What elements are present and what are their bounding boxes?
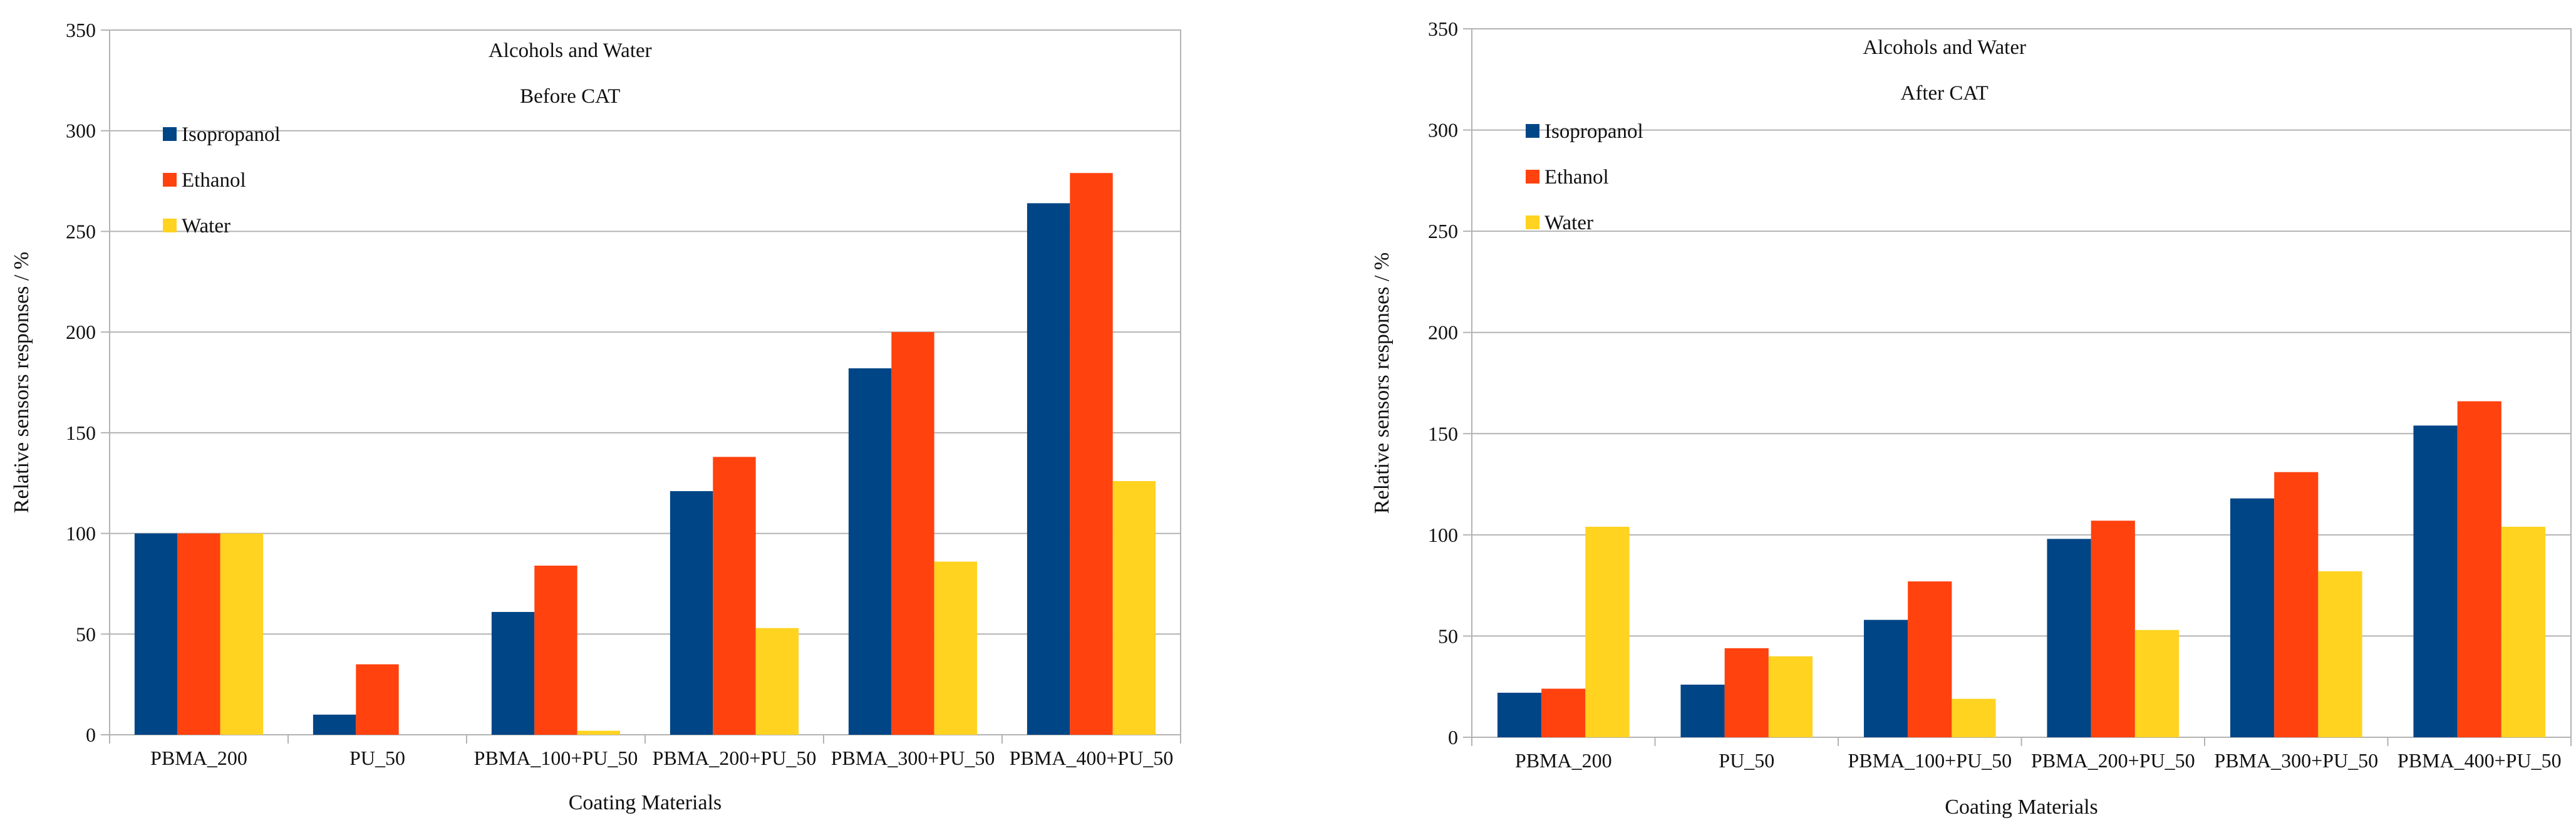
bar-isopropanol-0: [1497, 692, 1542, 737]
bar-water-0: [1585, 526, 1630, 737]
bar-ethanol-3: [2091, 521, 2135, 737]
x-tick-label: PBMA_400+PU_50: [1010, 747, 1174, 769]
x-tick-label: PBMA_100+PU_50: [474, 747, 638, 769]
x-tick-label: PBMA_400+PU_50: [2398, 749, 2562, 772]
bar-ethanol-3: [713, 457, 756, 735]
y-tick-label: 200: [1428, 321, 1458, 344]
bar-water-5: [1112, 481, 1156, 735]
bar-ethanol-0: [177, 533, 220, 735]
y-tick-label: 150: [1428, 422, 1458, 445]
bar-ethanol-2: [534, 566, 577, 735]
y-tick-label: 300: [1428, 119, 1458, 142]
bar-isopropanol-5: [2413, 425, 2458, 737]
bar-water-3: [2134, 630, 2180, 737]
y-tick-label: 50: [1438, 625, 1458, 647]
y-tick-label: 50: [76, 623, 96, 645]
y-tick-label: 350: [66, 19, 96, 41]
y-tick-label: 0: [1448, 726, 1458, 749]
bar-isopropanol-4: [2230, 498, 2275, 737]
y-tick-label: 250: [66, 220, 96, 242]
bar-isopropanol-1: [313, 714, 356, 735]
bar-isopropanol-4: [848, 368, 892, 735]
bar-ethanol-5: [1070, 173, 1113, 735]
x-tick-label: PBMA_300+PU_50: [2214, 749, 2378, 772]
chart-before-cat: 0 50 100 150 200 250 300 350 PBMA_200 PU_50 PBMA_1…: [10, 19, 1181, 814]
legend-swatch-ethanol: [163, 173, 177, 187]
bar-water-1: [1768, 656, 1813, 737]
legend-label-isopropanol: Isopropanol: [1544, 120, 1643, 143]
legend-label-isopropanol: Isopropanol: [182, 123, 281, 146]
bar-water-4: [934, 561, 978, 735]
bar-isopropanol-2: [1863, 620, 1908, 737]
y-tick-label: 150: [66, 422, 96, 444]
chart-subtitle: After CAT: [1901, 82, 1989, 105]
x-axis-label: Coating Materials: [569, 791, 722, 814]
x-tick-label: PU_50: [349, 747, 405, 769]
chart-title: Alcohols and Water: [489, 39, 652, 62]
y-tick-label: 300: [66, 120, 96, 142]
chart-title: Alcohols and Water: [1863, 36, 2026, 59]
x-tick-label: PU_50: [1719, 749, 1774, 772]
bar-isopropanol-3: [670, 491, 713, 735]
bar-isopropanol-0: [134, 533, 178, 735]
bar-ethanol-1: [356, 664, 399, 735]
y-tick-label: 250: [1428, 220, 1458, 242]
legend-label-ethanol: Ethanol: [182, 169, 246, 192]
y-tick-label: 100: [66, 522, 96, 545]
legend-swatch-ethanol: [1526, 170, 1539, 184]
legend-swatch-water: [1526, 215, 1539, 229]
x-axis-label: Coating Materials: [1945, 796, 2098, 819]
x-tick-label: PBMA_300+PU_50: [831, 747, 995, 769]
y-tick-label: 200: [66, 321, 96, 343]
y-tick-label: 0: [86, 723, 96, 746]
bar-water-2: [1952, 698, 1996, 737]
legend-swatch-water: [163, 219, 177, 232]
bar-ethanol-4: [891, 332, 934, 735]
bar-ethanol-4: [2274, 472, 2319, 737]
bar-isopropanol-1: [1680, 684, 1725, 737]
bar-ethanol-0: [1541, 688, 1586, 737]
bar-water-2: [577, 730, 621, 735]
y-axis-label: Relative sensors responses / %: [10, 252, 33, 513]
bar-water-4: [2318, 571, 2362, 737]
chart-after-cat: 0 50 100 150 200 250 300 350 PBMA_200 PU_50 PBMA_1…: [1370, 18, 2572, 819]
x-tick-label: PBMA_200: [1515, 749, 1612, 772]
bar-water-3: [755, 628, 799, 735]
y-tick-label: 100: [1428, 524, 1458, 546]
bar-isopropanol-2: [491, 611, 535, 735]
legend-label-ethanol: Ethanol: [1544, 166, 1609, 189]
legend-swatch-isopropanol: [163, 127, 177, 141]
x-tick-label: PBMA_200: [150, 747, 247, 769]
y-axis-label: Relative sensors responses / %: [1370, 252, 1394, 514]
y-tick-label: 350: [1428, 18, 1458, 40]
bar-isopropanol-5: [1027, 203, 1070, 735]
x-tick-label: PBMA_100+PU_50: [1848, 749, 2012, 772]
bar-water-5: [2501, 526, 2546, 737]
bar-ethanol-1: [1724, 648, 1769, 737]
legend-swatch-isopropanol: [1526, 124, 1539, 138]
x-tick-label: PBMA_200+PU_50: [653, 747, 817, 769]
bar-isopropanol-3: [2047, 539, 2091, 737]
legend-label-water: Water: [182, 215, 230, 237]
bar-water-0: [220, 533, 264, 735]
chart-subtitle: Before CAT: [520, 85, 620, 108]
x-tick-label: PBMA_200+PU_50: [2031, 749, 2195, 772]
legend-label-water: Water: [1544, 212, 1593, 234]
bar-ethanol-2: [1908, 581, 1952, 737]
bar-ethanol-5: [2457, 401, 2501, 737]
